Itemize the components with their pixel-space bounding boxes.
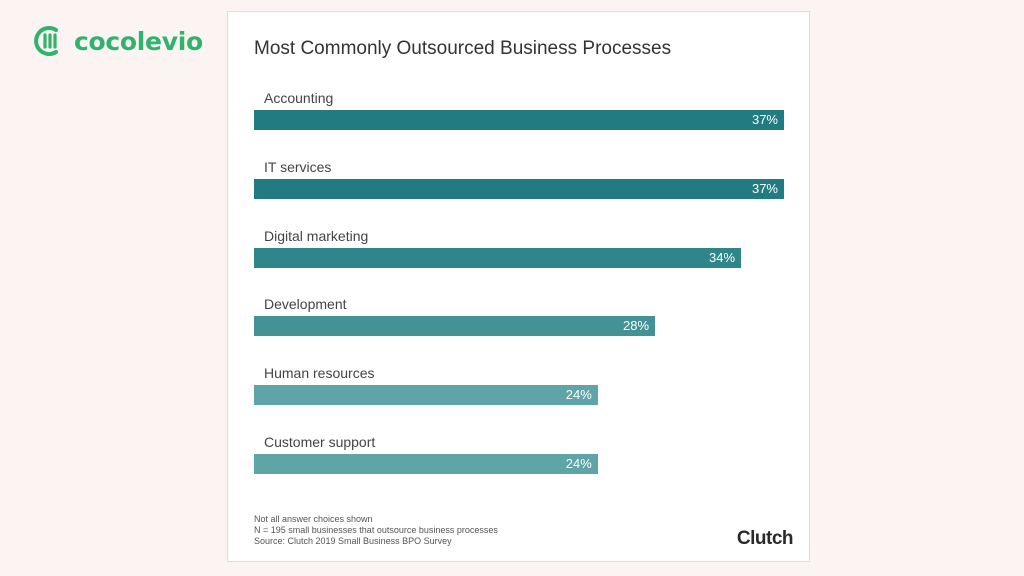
cocolevio-logo-icon — [34, 26, 58, 56]
cocolevio-logo: cocolevio — [32, 24, 203, 58]
bar-value-label: 24% — [565, 456, 592, 471]
bar-label: Human resources — [264, 365, 375, 382]
bar: 37% — [254, 110, 784, 130]
bar: 34% — [254, 247, 742, 268]
bar-label: Customer support — [264, 434, 376, 450]
bar-value-label: 34% — [708, 249, 736, 265]
bar: 28% — [254, 316, 656, 337]
note-line: Not all answer choices shown — [254, 514, 373, 524]
logo-text: cocolevio — [74, 26, 203, 56]
bar: 24% — [254, 454, 598, 474]
bar-label: IT services — [264, 158, 332, 175]
bar-label: Digital marketing — [264, 227, 369, 244]
bar-value-label: 28% — [623, 318, 650, 334]
bar-value-label: 37% — [751, 112, 778, 127]
chart-notes: Not all answer choices shown N = 195 sma… — [254, 514, 498, 547]
bar: 37% — [254, 178, 784, 199]
bar-label: Development — [264, 296, 347, 313]
bar-label: Accounting — [264, 90, 334, 106]
chart-card: Most Commonly Outsourced Business Proces… — [227, 11, 810, 562]
chart-title: Most Commonly Outsourced Business Proces… — [254, 38, 672, 59]
clutch-logo: Clutch — [736, 528, 794, 549]
bar-value-label: 37% — [751, 180, 778, 196]
bar: 24% — [254, 385, 598, 406]
note-line: Source: Clutch 2019 Small Business BPO S… — [254, 536, 452, 546]
note-line: N = 195 small businesses that outsource … — [254, 525, 498, 535]
bar-value-label: 24% — [565, 387, 592, 403]
